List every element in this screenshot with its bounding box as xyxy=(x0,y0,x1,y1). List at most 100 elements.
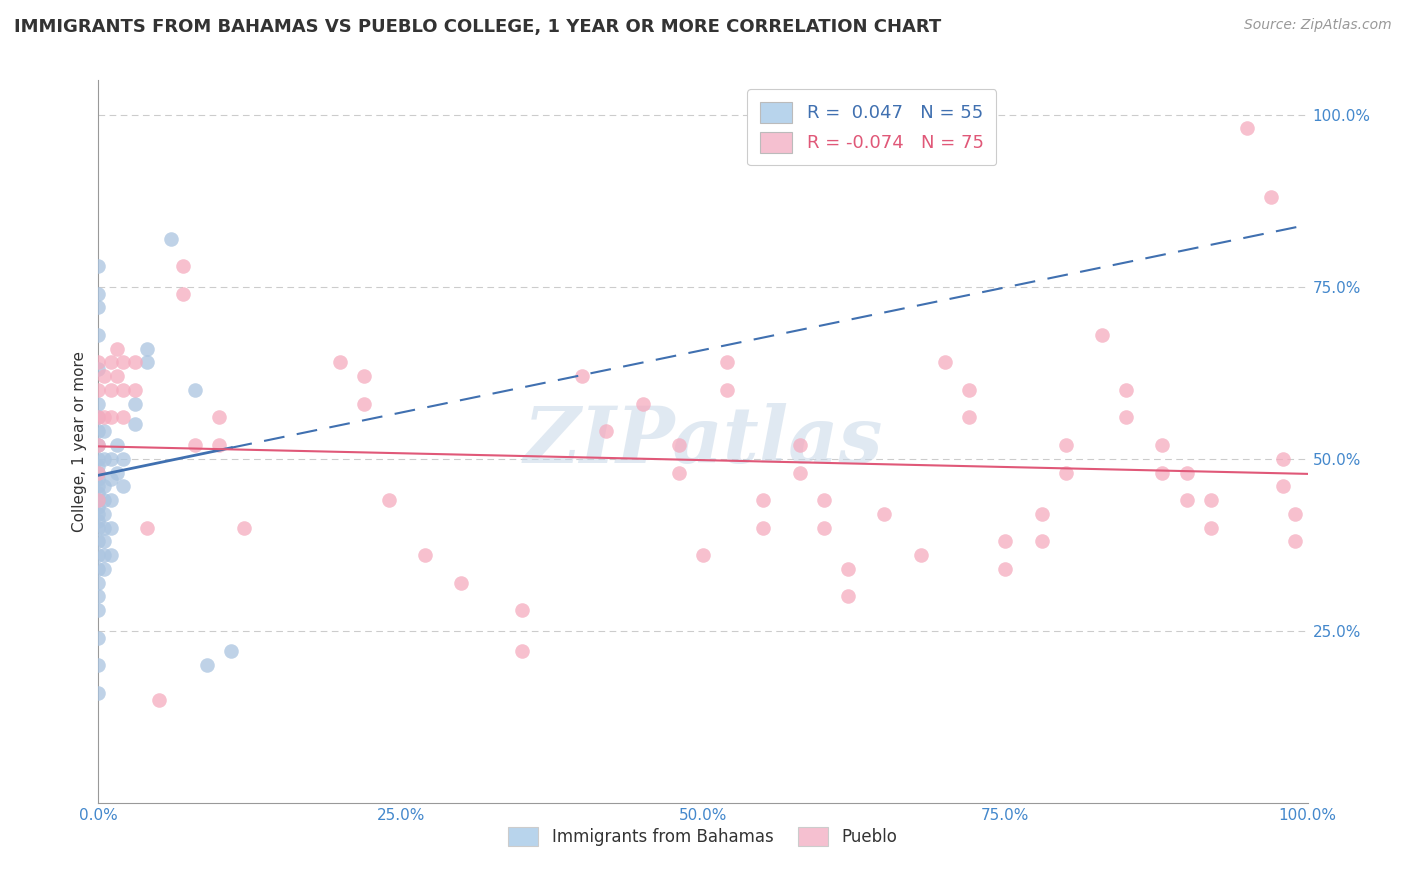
Point xyxy=(1260,190,1282,204)
Point xyxy=(692,548,714,562)
Text: IMMIGRANTS FROM BAHAMAS VS PUEBLO COLLEGE, 1 YEAR OR MORE CORRELATION CHART: IMMIGRANTS FROM BAHAMAS VS PUEBLO COLLEG… xyxy=(14,18,941,36)
Point xyxy=(994,562,1017,576)
Point xyxy=(87,486,110,500)
Point xyxy=(87,590,110,604)
Text: ZIPatlas: ZIPatlas xyxy=(523,403,883,480)
Point xyxy=(789,466,811,480)
Point xyxy=(1236,121,1258,136)
Point xyxy=(93,479,115,493)
Point xyxy=(87,259,110,273)
Point xyxy=(837,562,859,576)
Point xyxy=(208,410,231,425)
Point xyxy=(184,383,207,397)
Point xyxy=(910,548,932,562)
Point xyxy=(172,286,194,301)
Point xyxy=(353,397,375,411)
Point xyxy=(994,534,1017,549)
Point xyxy=(93,520,115,534)
Point xyxy=(87,520,110,534)
Point xyxy=(87,355,110,369)
Point xyxy=(1284,507,1306,521)
Point xyxy=(195,658,218,673)
Point xyxy=(87,451,110,466)
Point xyxy=(93,548,115,562)
Point xyxy=(100,451,122,466)
Point xyxy=(87,362,110,376)
Point xyxy=(1175,493,1198,508)
Point xyxy=(93,369,115,384)
Point xyxy=(93,410,115,425)
Point xyxy=(93,534,115,549)
Point xyxy=(87,658,110,673)
Point xyxy=(1031,507,1053,521)
Point xyxy=(1199,520,1222,534)
Point xyxy=(716,355,738,369)
Point xyxy=(87,562,110,576)
Point xyxy=(87,438,110,452)
Point xyxy=(1152,466,1174,480)
Point xyxy=(172,259,194,273)
Point xyxy=(87,603,110,617)
Point xyxy=(571,369,593,384)
Point xyxy=(105,342,128,356)
Point xyxy=(873,507,896,521)
Point xyxy=(87,466,110,480)
Point xyxy=(87,424,110,438)
Point xyxy=(87,458,110,473)
Point xyxy=(208,438,231,452)
Point xyxy=(87,507,110,521)
Point xyxy=(135,342,157,356)
Point xyxy=(135,355,157,369)
Point xyxy=(595,424,617,438)
Point xyxy=(124,397,146,411)
Point xyxy=(1115,383,1137,397)
Point xyxy=(184,438,207,452)
Point xyxy=(716,383,738,397)
Point xyxy=(111,451,134,466)
Point xyxy=(221,644,243,658)
Point xyxy=(1152,438,1174,452)
Point xyxy=(160,231,183,245)
Point xyxy=(87,500,110,514)
Point xyxy=(87,686,110,700)
Point xyxy=(232,520,254,534)
Point xyxy=(100,410,122,425)
Point xyxy=(957,410,980,425)
Point xyxy=(837,590,859,604)
Point xyxy=(87,479,110,493)
Point xyxy=(100,520,122,534)
Point xyxy=(87,286,110,301)
Point xyxy=(668,438,690,452)
Point xyxy=(957,383,980,397)
Point xyxy=(100,493,122,508)
Point xyxy=(631,397,654,411)
Point xyxy=(377,493,399,508)
Point xyxy=(87,575,110,590)
Point xyxy=(87,514,110,528)
Point xyxy=(87,534,110,549)
Point xyxy=(100,548,122,562)
Point xyxy=(124,417,146,432)
Point xyxy=(124,383,146,397)
Point xyxy=(111,383,134,397)
Point xyxy=(87,438,110,452)
Point xyxy=(1091,327,1114,342)
Point xyxy=(87,301,110,315)
Point xyxy=(93,424,115,438)
Point xyxy=(87,397,110,411)
Point xyxy=(353,369,375,384)
Point xyxy=(105,466,128,480)
Y-axis label: College, 1 year or more: College, 1 year or more xyxy=(72,351,87,532)
Point xyxy=(450,575,472,590)
Point xyxy=(87,493,110,508)
Point xyxy=(148,692,170,706)
Point xyxy=(111,355,134,369)
Point xyxy=(1115,410,1137,425)
Point xyxy=(87,410,110,425)
Point xyxy=(87,472,110,486)
Point xyxy=(87,383,110,397)
Point xyxy=(100,383,122,397)
Point xyxy=(934,355,956,369)
Point xyxy=(87,327,110,342)
Point xyxy=(1175,466,1198,480)
